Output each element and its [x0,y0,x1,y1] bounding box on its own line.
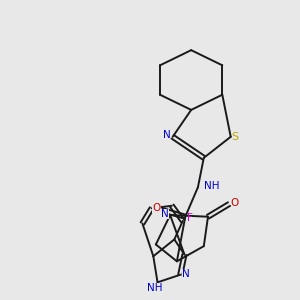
Text: O: O [231,198,239,208]
Text: NH: NH [147,283,162,293]
Text: N: N [161,209,169,219]
Text: N: N [164,130,171,140]
Text: F: F [187,213,193,223]
Text: N: N [182,268,190,279]
Text: O: O [152,203,160,214]
Text: S: S [232,132,239,142]
Text: NH: NH [204,181,220,191]
